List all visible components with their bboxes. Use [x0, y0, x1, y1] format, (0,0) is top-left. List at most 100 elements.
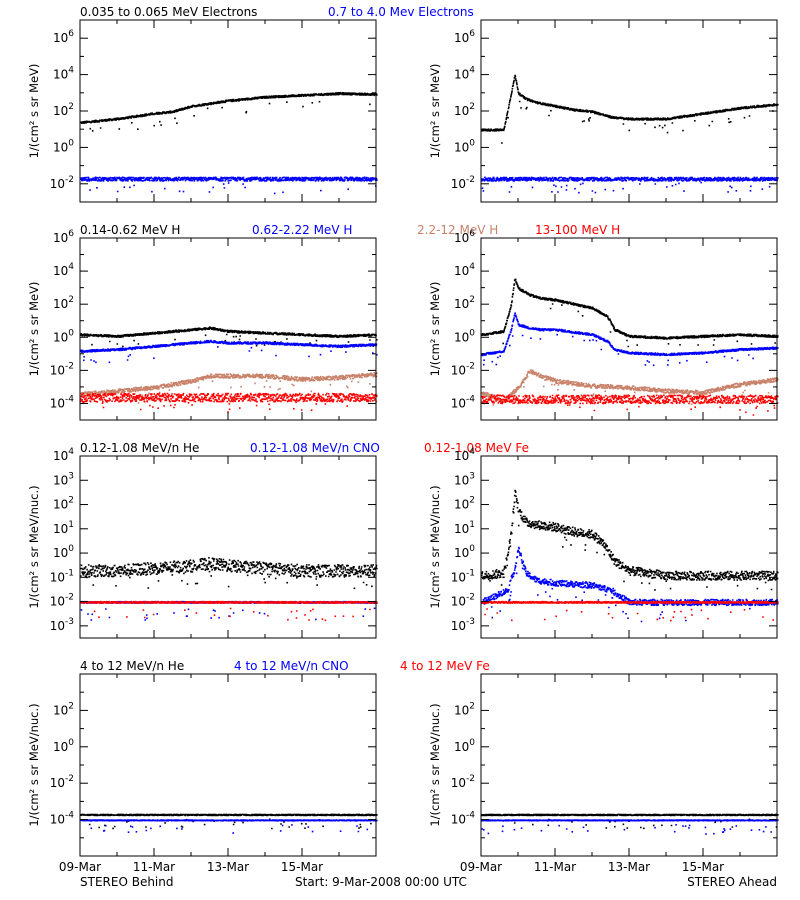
y-tick-label: 101 [53, 520, 74, 536]
data-points [481, 278, 779, 416]
series-label: 0.62-2.22 MeV H [252, 223, 352, 237]
y-tick-label: 10-2 [451, 774, 475, 790]
y-tick-label: 104 [454, 66, 475, 82]
y-axis-label: 1/(cm² s sr MeV) [27, 64, 41, 159]
data-points [481, 74, 779, 194]
y-tick-label: 100 [454, 544, 475, 560]
series-label: 0.12-1.08 MeV/n CNO [250, 441, 380, 455]
y-tick-label: 103 [53, 471, 74, 487]
y-tick-label: 102 [53, 295, 74, 311]
y-tick-label: 102 [454, 701, 475, 717]
y-tick-label: 102 [53, 496, 74, 512]
series-points-1 [481, 819, 779, 835]
y-tick-label: 100 [53, 544, 74, 560]
y-tick-label: 10-4 [50, 811, 75, 827]
y-axis-label: 1/(cm² s sr MeV/nuc.) [27, 485, 41, 608]
footer-left: STEREO Behind [80, 875, 174, 889]
y-tick-label: 10-3 [50, 617, 74, 633]
data-points [80, 326, 378, 413]
series-points-1 [80, 339, 378, 364]
y-tick-label: 102 [53, 102, 74, 118]
plot-frame [480, 237, 778, 421]
row-0-series-labels: 0.035 to 0.065 MeV Electrons 0.7 to 4.0 M… [80, 5, 474, 19]
panel-2-ahead: 1/(cm² s sr MeV/nuc.) 10-3 10-2 10-1 100 101 1… [428, 447, 779, 639]
y-axis-label: 1/(cm² s sr MeV/nuc.) [428, 485, 442, 608]
series-points-0 [481, 74, 779, 144]
series-label: 0.14-0.62 MeV H [80, 223, 180, 237]
panel-0-behind: 1/(cm² s sr MeV) 10-2 100 102 104 106 [27, 19, 378, 203]
x-tick-label: 15-Mar [281, 860, 323, 874]
footer: STEREO Behind Start: 9-Mar-2008 00:00 UTC… [80, 875, 777, 889]
y-tick-label: 10-2 [451, 593, 475, 609]
y-tick-label: 102 [454, 496, 475, 512]
panel-1-behind: 1/(cm² s sr MeV) 10-4 10-2 100 102 104 106 [27, 229, 378, 421]
y-tick-label: 102 [454, 295, 475, 311]
series-points-2 [80, 600, 378, 622]
y-tick-label: 10-2 [451, 175, 475, 191]
series-label: 4 to 12 MeV/n CNO [234, 659, 349, 673]
series-points-1 [80, 176, 378, 195]
y-axis-label: 1/(cm² s sr MeV) [428, 64, 442, 159]
plot-frame [79, 455, 377, 639]
y-tick-label: 102 [53, 701, 74, 717]
series-points-0 [80, 557, 378, 590]
y-tick-label: 10-2 [50, 361, 74, 377]
y-tick-label: 103 [454, 471, 475, 487]
series-points-1 [481, 176, 779, 194]
data-points [80, 813, 378, 834]
series-label: 0.12-1.08 MeV/n He [80, 441, 199, 455]
y-axis-label: 1/(cm² s sr MeV/nuc.) [27, 703, 41, 826]
y-tick-label: 10-2 [451, 361, 475, 377]
series-label: 13-100 MeV H [535, 223, 620, 237]
plot-frame [79, 673, 377, 857]
y-tick-label: 10-4 [50, 394, 75, 410]
series-points-2 [481, 369, 779, 406]
x-tick-label: 11-Mar [133, 860, 175, 874]
data-points [481, 813, 779, 835]
y-tick-label: 10-1 [451, 568, 475, 584]
y-tick-label: 104 [53, 447, 74, 463]
series-points-2 [80, 372, 378, 404]
y-tick-label: 104 [53, 66, 74, 82]
row-1-series-labels: 0.14-0.62 MeV H 0.62-2.22 MeV H 2.2-12 MeV… [80, 223, 620, 237]
x-tick-label: 15-Mar [682, 860, 724, 874]
row-3-series-labels: 4 to 12 MeV/n He 4 to 12 MeV/n CNO 4 to 12… [80, 659, 490, 673]
y-tick-label: 101 [454, 520, 475, 536]
series-points-3 [80, 392, 378, 413]
x-tick-label: 09-Mar [59, 860, 101, 874]
y-tick-label: 100 [454, 138, 475, 154]
series-points-1 [481, 312, 779, 367]
panel-3-behind: 1/(cm² s sr MeV/nuc.) 10-4 10-2 100 102 09-Ma… [27, 673, 378, 874]
x-tick-label: 13-Mar [608, 860, 650, 874]
series-label: 0.035 to 0.065 MeV Electrons [80, 5, 257, 19]
y-tick-label: 102 [454, 102, 475, 118]
y-tick-label: 104 [454, 447, 475, 463]
series-label: 0.12-1.08 MeV Fe [424, 441, 529, 455]
x-tick-label: 11-Mar [534, 860, 576, 874]
y-tick-label: 100 [53, 738, 74, 754]
y-tick-label: 106 [53, 29, 74, 45]
series-points-0 [80, 91, 378, 132]
y-tick-label: 10-2 [50, 774, 74, 790]
y-tick-label: 100 [53, 328, 74, 344]
footer-right: STEREO Ahead [687, 875, 777, 889]
plot-frame [480, 19, 778, 203]
y-axis-label: 1/(cm² s sr MeV/nuc.) [428, 703, 442, 826]
series-points-0 [481, 278, 779, 349]
series-label: 4 to 12 MeV/n He [80, 659, 184, 673]
y-axis-label: 1/(cm² s sr MeV) [428, 282, 442, 377]
x-tick-label: 09-Mar [460, 860, 502, 874]
series-points-0 [481, 489, 779, 591]
panel-2-behind: 1/(cm² s sr MeV/nuc.) 10-3 10-2 10-1 100 101 1… [27, 447, 378, 639]
series-points-0 [80, 813, 378, 830]
panel-0-ahead: 1/(cm² s sr MeV) 10-2 100 102 104 106 [428, 19, 779, 203]
series-points-1 [481, 546, 779, 623]
plot-frame [79, 19, 377, 203]
series-points-2 [481, 600, 779, 622]
y-tick-label: 10-3 [451, 617, 475, 633]
y-tick-label: 10-2 [50, 593, 74, 609]
y-axis-label: 1/(cm² s sr MeV) [27, 282, 41, 377]
y-tick-label: 104 [53, 262, 74, 278]
series-points-1 [80, 600, 378, 621]
